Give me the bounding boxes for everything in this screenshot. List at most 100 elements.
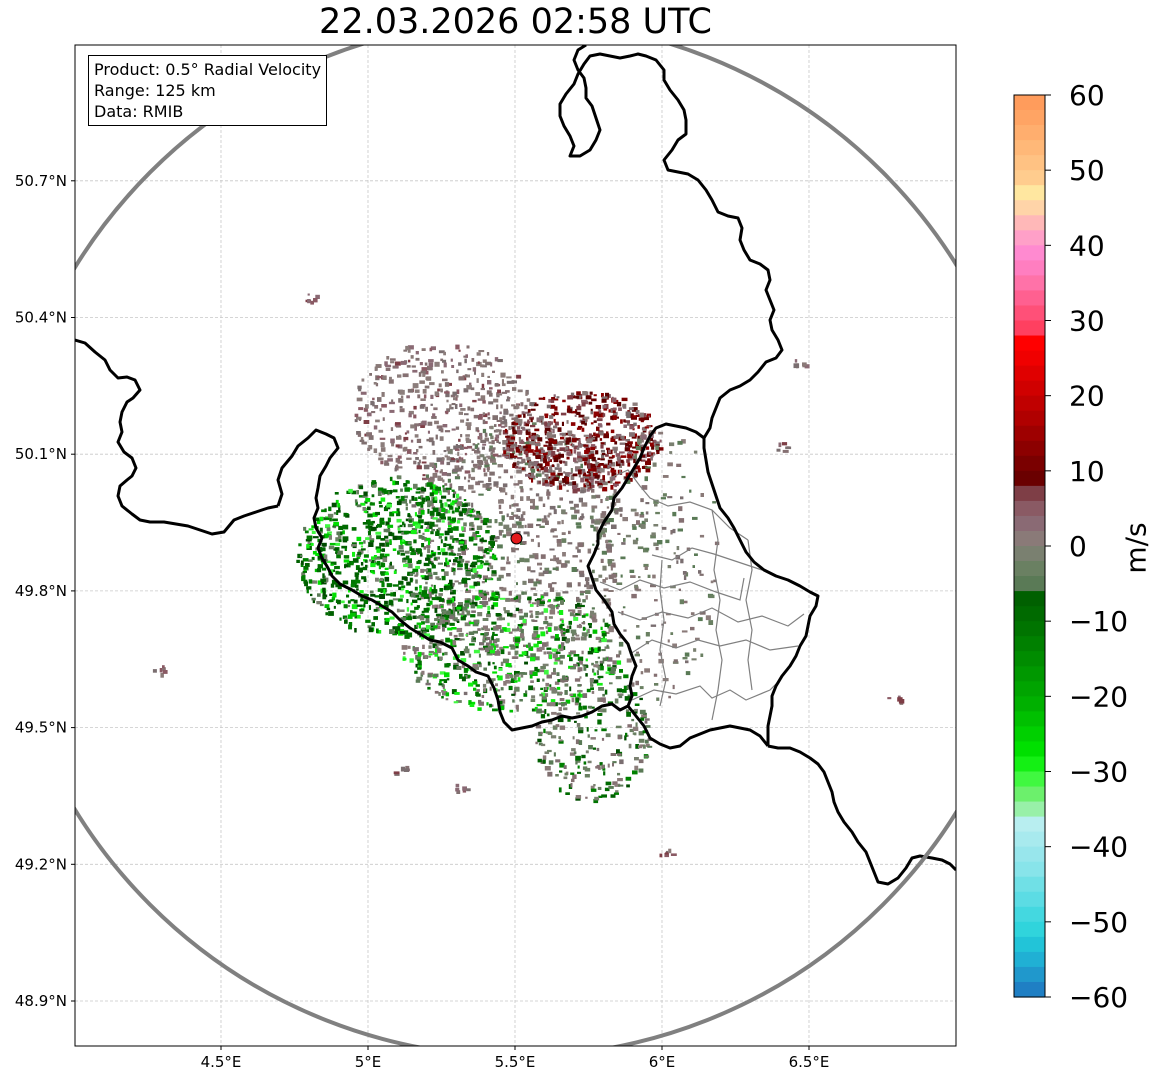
echo-bin <box>546 491 551 496</box>
echo-bin <box>356 554 361 557</box>
echo-bin <box>482 520 488 526</box>
echo-bin <box>421 670 425 675</box>
echo-bin <box>447 547 453 551</box>
echo-bin <box>476 525 483 530</box>
echo-bin <box>380 460 384 465</box>
echo-bin <box>615 676 622 680</box>
echo-bin <box>465 589 471 593</box>
echo-bin <box>440 428 444 433</box>
echo-bin <box>453 491 457 495</box>
echo-bin <box>560 600 564 605</box>
echo-bin <box>388 401 395 405</box>
echo-bin <box>445 615 449 621</box>
echo-bin <box>476 689 480 692</box>
echo-bin <box>476 447 480 453</box>
echo-bin <box>304 581 308 587</box>
echo-bin <box>641 714 647 718</box>
echo-bin <box>625 776 632 781</box>
echo-bin <box>549 684 552 687</box>
echo-bin <box>618 695 623 699</box>
echo-bin <box>456 445 463 449</box>
echo-bin <box>407 563 413 569</box>
echo-bin <box>489 486 492 490</box>
echo-bin <box>440 539 443 544</box>
echo-bin <box>514 650 519 655</box>
echo-bin <box>427 597 430 602</box>
admin-border-line <box>599 577 745 601</box>
echo-bin <box>405 590 409 594</box>
echo-bin <box>534 428 540 432</box>
echo-bin <box>374 595 380 598</box>
echo-bin <box>645 446 650 450</box>
echo-bin <box>506 561 511 565</box>
echo-bin <box>630 508 637 512</box>
echo-bin <box>361 576 367 580</box>
echo-bin <box>612 482 619 487</box>
echo-bin <box>162 665 165 669</box>
echo-bin <box>436 641 441 646</box>
echo-bin <box>446 446 451 452</box>
echo-bin <box>152 669 157 673</box>
echo-bin <box>448 559 451 562</box>
echo-bin <box>568 609 573 612</box>
echo-bin <box>458 349 461 352</box>
echo-bin <box>382 491 385 495</box>
echo-bin <box>627 447 631 451</box>
echo-bin <box>559 648 563 652</box>
echo-bin <box>475 691 479 696</box>
echo-bin <box>643 563 649 568</box>
echo-bin <box>487 488 491 491</box>
echo-bin <box>553 477 559 481</box>
echo-bin <box>456 394 459 398</box>
echo-bin <box>381 488 387 493</box>
echo-bin <box>530 505 536 510</box>
echo-bin <box>358 388 362 392</box>
echo-bin <box>456 520 461 524</box>
echo-bin <box>427 500 433 505</box>
echo-bin <box>561 702 565 707</box>
echo-bin <box>467 445 473 449</box>
echo-bin <box>482 554 486 558</box>
echo-bin <box>540 447 544 450</box>
echo-bin <box>306 544 310 549</box>
echo-bin <box>463 522 467 527</box>
map-area[interactable] <box>0 20 1034 1056</box>
y-tick-label: 49.2°N <box>15 855 67 873</box>
echo-bin <box>351 579 357 585</box>
colorbar-tick-label: −20 <box>1069 680 1128 713</box>
echo-bin <box>504 455 509 459</box>
echo-bin <box>397 475 402 480</box>
echo-bin <box>456 666 462 670</box>
echo-bin <box>502 534 507 538</box>
echo-bin <box>566 477 570 482</box>
echo-bin <box>670 632 674 635</box>
echo-bin <box>585 590 591 594</box>
echo-bin <box>551 672 557 675</box>
echo-bin <box>436 457 443 462</box>
x-tick-label: 5°E <box>355 1053 382 1071</box>
echo-bin <box>390 438 395 444</box>
echo-bin <box>558 736 561 739</box>
echo-bin <box>413 405 417 410</box>
map-background <box>75 45 956 1046</box>
echo-bin <box>453 559 458 563</box>
echo-bin <box>418 496 421 499</box>
echo-bin <box>601 393 604 398</box>
echo-bin <box>635 722 638 727</box>
echo-bin <box>498 667 503 671</box>
echo-bin <box>425 495 430 500</box>
echo-bin <box>415 616 421 619</box>
echo-bin <box>399 594 404 598</box>
colorbar-band <box>1014 741 1045 758</box>
echo-bin <box>427 574 433 580</box>
echo-bin <box>501 379 504 384</box>
echo-bin <box>551 464 555 467</box>
echo-bin <box>535 473 542 477</box>
echo-bin <box>460 616 466 621</box>
echo-bin <box>371 484 377 488</box>
echo-bin <box>652 453 656 456</box>
echo-bin <box>587 734 590 738</box>
echo-bin <box>594 480 601 484</box>
echo-bin <box>612 476 616 481</box>
echo-bin <box>481 581 485 584</box>
